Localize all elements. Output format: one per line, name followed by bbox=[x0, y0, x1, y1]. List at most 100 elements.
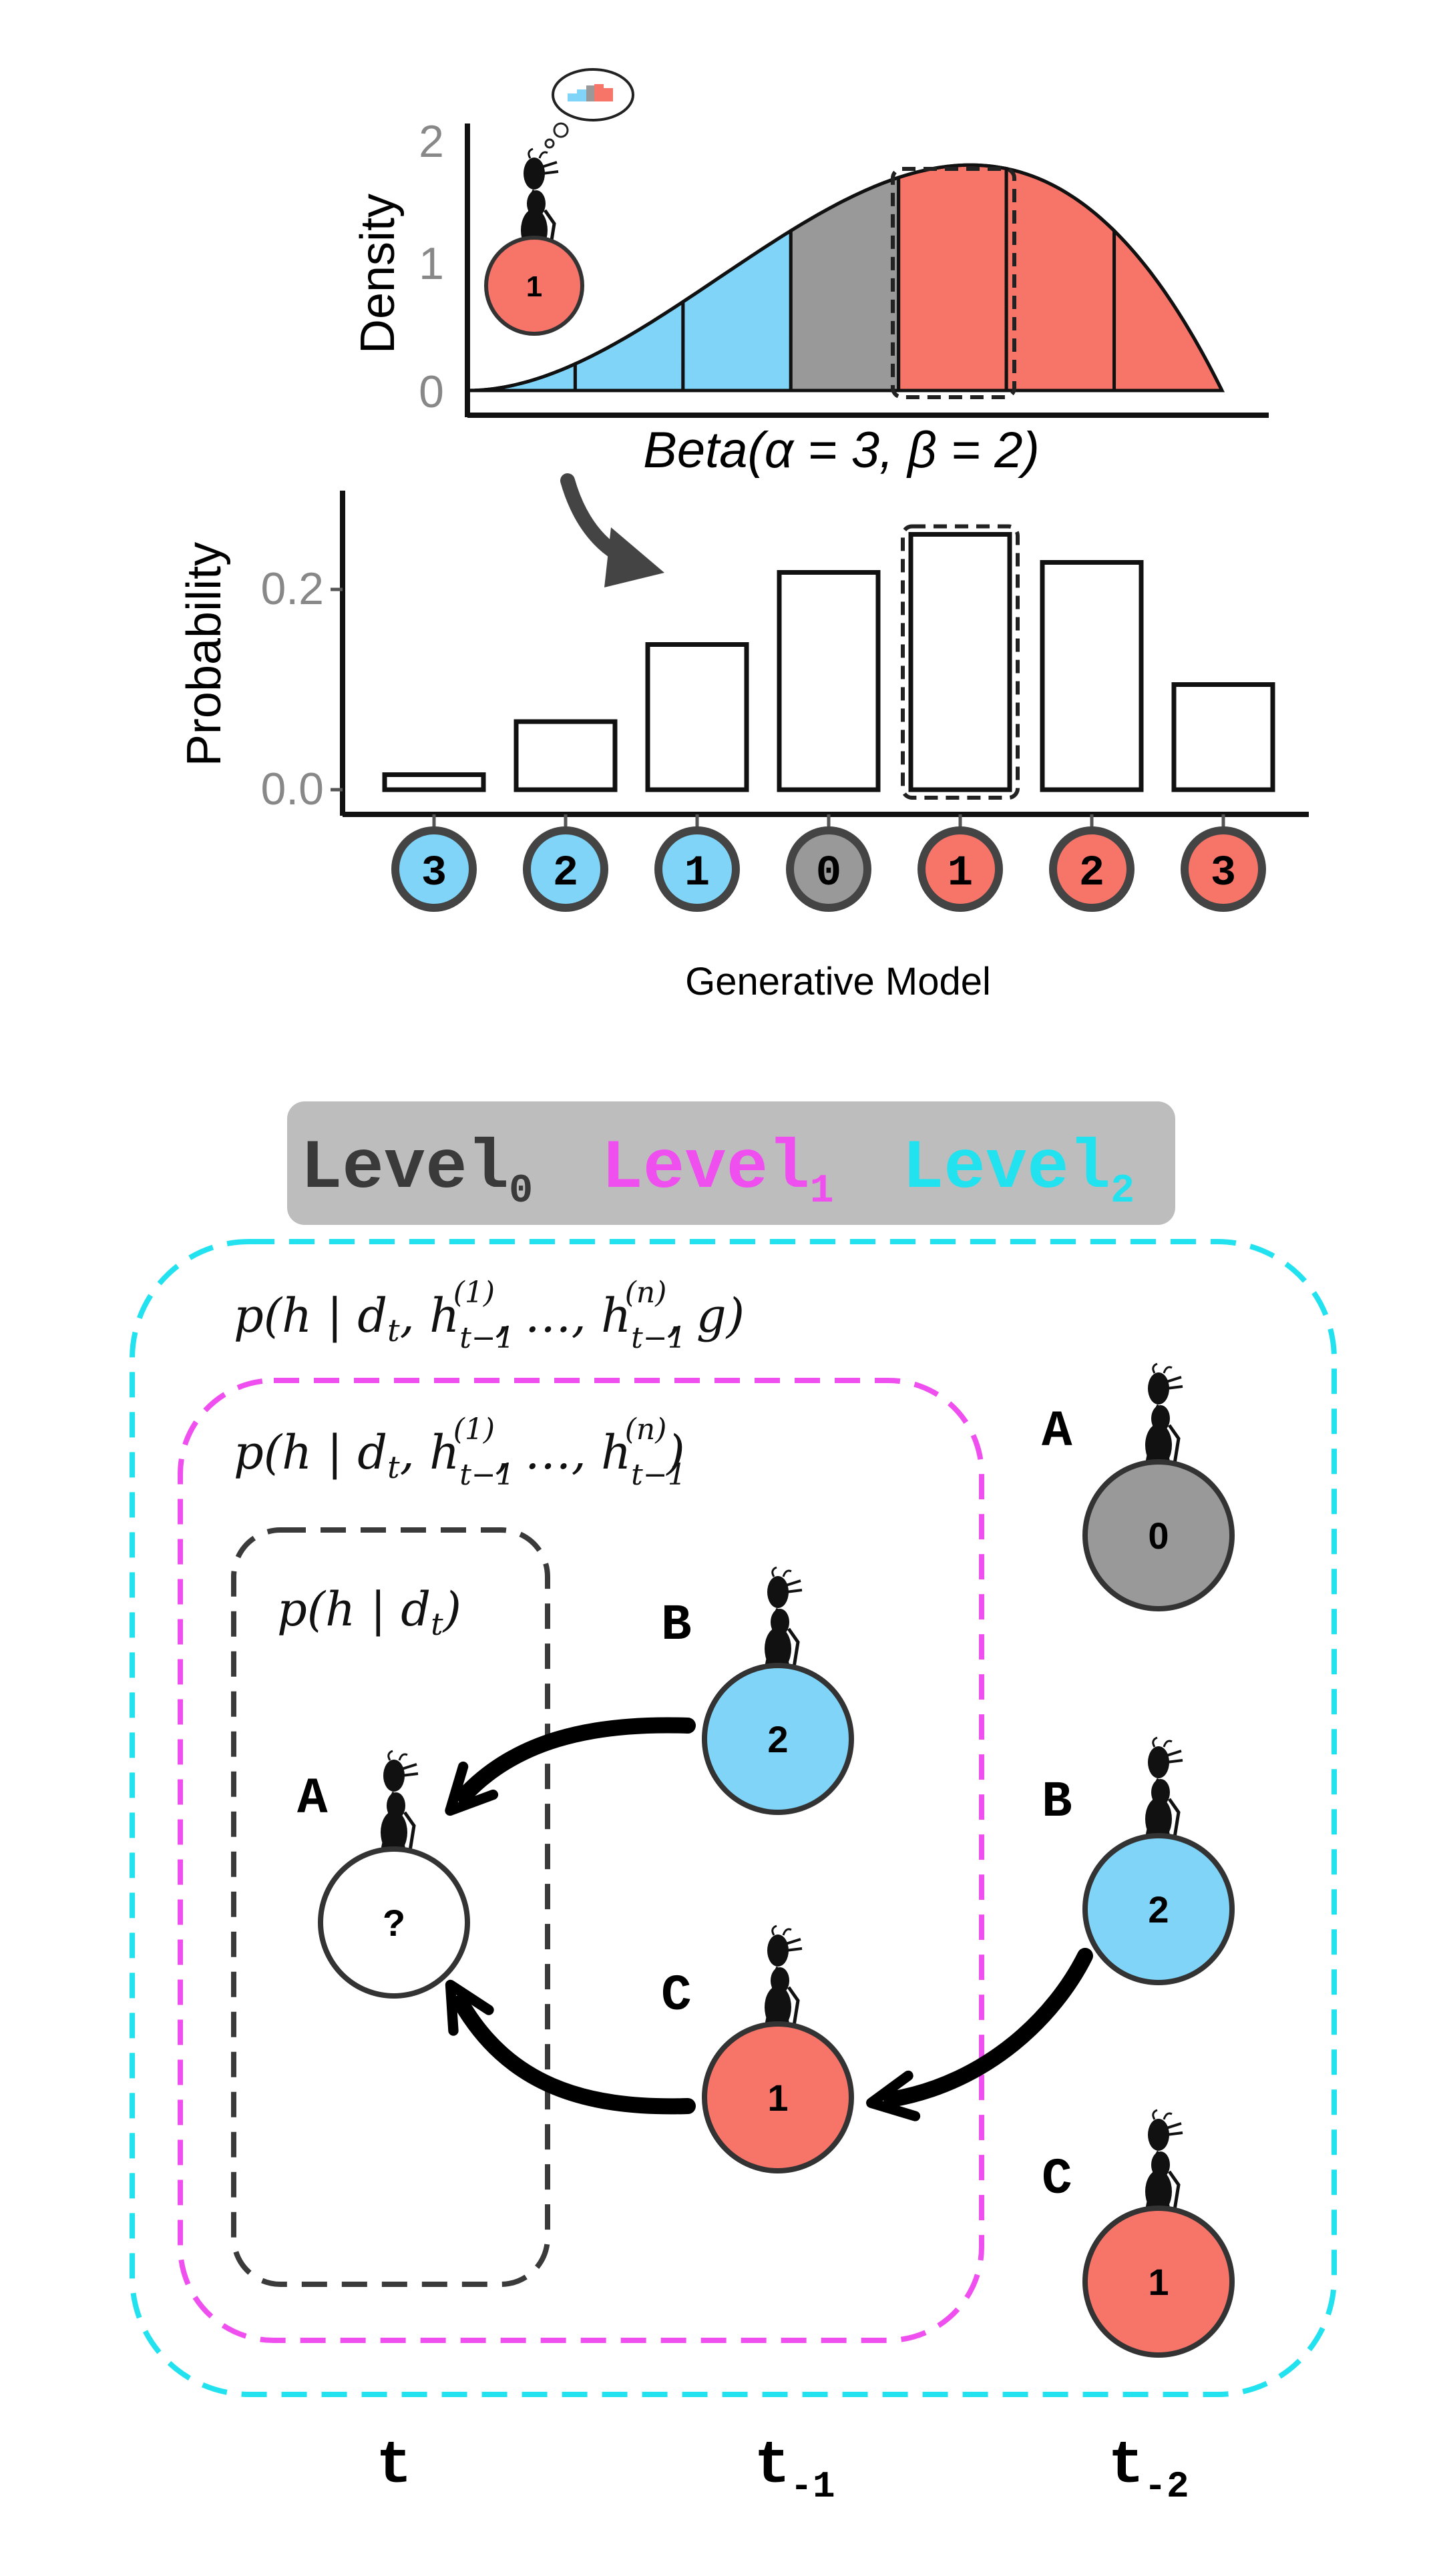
bar-6 bbox=[1171, 682, 1275, 792]
category-marker-4 bbox=[917, 826, 1003, 912]
category-marker-2 bbox=[654, 826, 740, 912]
level0-box bbox=[231, 1527, 550, 2287]
density-chart: 0 1 2 Density Beta(α = 3, β = 2) bbox=[351, 116, 1269, 479]
level-legend-box bbox=[287, 1101, 1175, 1225]
time-label-t2-base: t bbox=[1108, 2432, 1144, 2501]
category-label-4: 1 bbox=[948, 850, 973, 898]
density-segment-1 bbox=[573, 298, 685, 393]
time-label-t: t bbox=[376, 2432, 412, 2501]
agent-value: 0 bbox=[1148, 1515, 1169, 1557]
agent-letter: C bbox=[1042, 2151, 1072, 2208]
agent-t1-c: 1C bbox=[661, 1926, 854, 2173]
category-label-3: 0 bbox=[816, 850, 841, 898]
time-label-t1: t-1 bbox=[754, 2432, 835, 2508]
density-segment-4 bbox=[897, 163, 1008, 393]
category-label-6: 3 bbox=[1211, 850, 1236, 898]
probability-chart: 0.0 0.2 Probability 3 2 1 0 1 2 3 Generative M… bbox=[178, 491, 1309, 1003]
density-curve bbox=[467, 163, 1224, 393]
bar-3 bbox=[777, 570, 881, 792]
agent-t2-b: 2B bbox=[1042, 1738, 1235, 1985]
bar-0 bbox=[382, 772, 486, 792]
agent-disc bbox=[1082, 1833, 1235, 1985]
agent-disc bbox=[318, 1846, 470, 1999]
density-ytick-2: 2 bbox=[419, 116, 444, 167]
time-label-t2-sub: -2 bbox=[1144, 2465, 1189, 2508]
agent-t1-b: 2B bbox=[661, 1567, 854, 1815]
category-marker-3 bbox=[786, 826, 871, 912]
agent-disc bbox=[702, 2021, 854, 2173]
prob-y-label: Probability bbox=[178, 542, 231, 766]
category-markers: 3 2 1 0 1 2 3 bbox=[391, 814, 1266, 912]
svg-text:p(h | dt): p(h | dt) bbox=[277, 1582, 461, 1642]
time-label-t1-base: t bbox=[754, 2432, 790, 2501]
level2-box bbox=[130, 1239, 1337, 2397]
category-marker-5 bbox=[1049, 826, 1135, 912]
arrow-b2-to-c-icon bbox=[866, 1948, 1093, 2121]
svg-text:p(h | dt, ht−1(1), …, ht−1(n)): p(h | dt, ht−1(1), …, ht−1(n)) bbox=[234, 1412, 686, 1492]
agent-letter: C bbox=[661, 1967, 692, 2025]
prob-ytick-1: 0.2 bbox=[260, 563, 324, 614]
level1-box bbox=[178, 1378, 984, 2343]
time-label-t2: t-2 bbox=[1108, 2432, 1189, 2508]
density-segment-3 bbox=[789, 175, 901, 393]
bar-4 bbox=[908, 532, 1012, 792]
arrow-c-to-a-icon bbox=[445, 1979, 696, 2115]
level0-sub: 0 bbox=[509, 1169, 533, 1214]
formula-level2: p(h | dt, ht−1(1), …, ht−1(n), g) bbox=[234, 1276, 745, 1355]
agent-letter: A bbox=[297, 1770, 328, 1828]
thinking-agent: 1 bbox=[484, 68, 634, 336]
density-segment-0 bbox=[467, 361, 577, 393]
agent-letter: B bbox=[661, 1597, 692, 1654]
prob-ytick-0: 0.0 bbox=[260, 764, 324, 814]
density-segment-2 bbox=[681, 228, 793, 393]
bars-group bbox=[382, 524, 1275, 800]
agent-disc bbox=[702, 1663, 854, 1815]
thought-bubble-icon bbox=[544, 68, 634, 149]
level1-label: Level bbox=[602, 1129, 810, 1208]
agent-t2-c: 1C bbox=[1042, 2110, 1235, 2358]
bar-1 bbox=[514, 719, 618, 792]
agent-value: 2 bbox=[767, 1718, 788, 1760]
density-x-label: Beta(α = 3, β = 2) bbox=[643, 422, 1040, 479]
category-label-2: 1 bbox=[684, 850, 710, 898]
level-legend: Level0 Level1 Level2 bbox=[287, 1101, 1175, 1225]
svg-text:p(h | dt, ht−1(1), …, ht−1(n),: p(h | dt, ht−1(1), …, ht−1(n), g) bbox=[234, 1276, 745, 1355]
category-label-5: 2 bbox=[1079, 850, 1104, 898]
agent-value: 1 bbox=[767, 2077, 788, 2119]
agent-value: 1 bbox=[1148, 2261, 1169, 2303]
density-y-label: Density bbox=[351, 194, 405, 354]
bar-5 bbox=[1040, 560, 1144, 792]
agent-disc-label: 1 bbox=[526, 270, 542, 303]
density-ytick-0: 0 bbox=[419, 366, 444, 417]
level2-sub: 2 bbox=[1110, 1169, 1135, 1214]
agent-disc bbox=[484, 236, 584, 336]
prob-x-label: Generative Model bbox=[685, 960, 991, 1003]
arrow-b-to-a-icon bbox=[445, 1717, 696, 1816]
agent-value: 2 bbox=[1148, 1888, 1169, 1930]
agent-value: ? bbox=[383, 1902, 405, 1944]
agent-disc bbox=[1082, 1459, 1235, 1611]
category-marker-0 bbox=[391, 826, 477, 912]
level2-label: Level bbox=[902, 1129, 1110, 1208]
curved-arrow-head-icon bbox=[604, 527, 664, 587]
agent-letter: B bbox=[1042, 1774, 1072, 1831]
bar-highlight-box bbox=[901, 524, 1020, 800]
category-label-0: 3 bbox=[421, 850, 447, 898]
agent-letter: A bbox=[1042, 1403, 1072, 1461]
category-marker-6 bbox=[1181, 826, 1266, 912]
density-segment-5 bbox=[1004, 166, 1116, 393]
agent-t-a: ?A bbox=[297, 1751, 470, 1999]
formula-level0: p(h | dt) bbox=[277, 1582, 461, 1642]
category-label-1: 2 bbox=[553, 850, 578, 898]
level0-label: Level bbox=[300, 1129, 509, 1208]
agent-disc bbox=[1082, 2206, 1235, 2358]
density-segment-6 bbox=[1112, 226, 1225, 393]
agent-t2-a: 0A bbox=[1042, 1364, 1235, 1611]
level1-sub: 1 bbox=[810, 1169, 834, 1214]
level-legend-text: Level0 Level1 Level2 bbox=[300, 1129, 1135, 1223]
category-marker-1 bbox=[523, 826, 608, 912]
bar-2 bbox=[645, 642, 749, 792]
formula-level1: p(h | dt, ht−1(1), …, ht−1(n)) bbox=[234, 1412, 686, 1492]
